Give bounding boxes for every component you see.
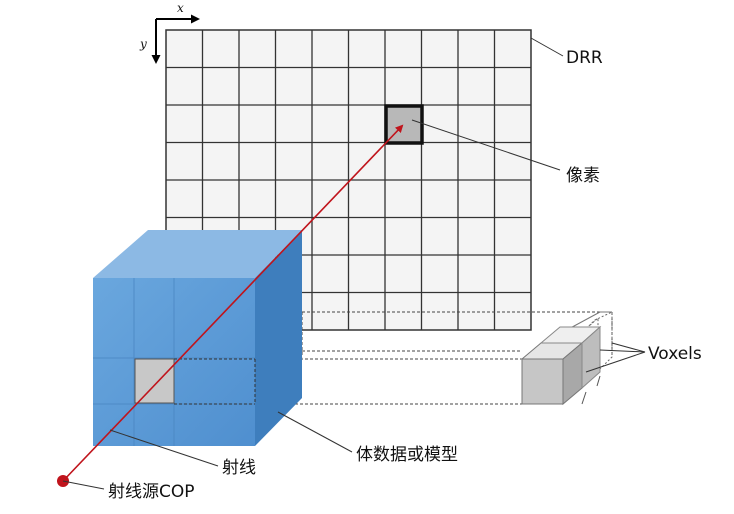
ray-source-label: 射线源COP (108, 482, 195, 502)
cube-top-face (93, 230, 302, 278)
leader-lines (62, 37, 646, 490)
volume-label: 体数据或模型 (356, 445, 458, 465)
y-axis-label: y (139, 37, 147, 51)
highlighted-pixel (384, 104, 424, 145)
pixel-label: 像素 (566, 166, 600, 186)
voxel-row (520, 311, 613, 406)
voxel-front-face (521, 358, 564, 405)
cube-highlight-voxel (134, 358, 175, 404)
ray-label: 射线 (222, 458, 256, 478)
ray-line (62, 124, 404, 482)
voxels-label: Voxels (648, 344, 702, 364)
axis-indicator: x y (139, 1, 200, 64)
x-axis-label: x (177, 1, 184, 15)
cube-side-face (255, 230, 302, 446)
drr-label: DRR (566, 48, 603, 68)
volume-cube (93, 230, 302, 446)
drr-grid-lines (166, 30, 531, 330)
